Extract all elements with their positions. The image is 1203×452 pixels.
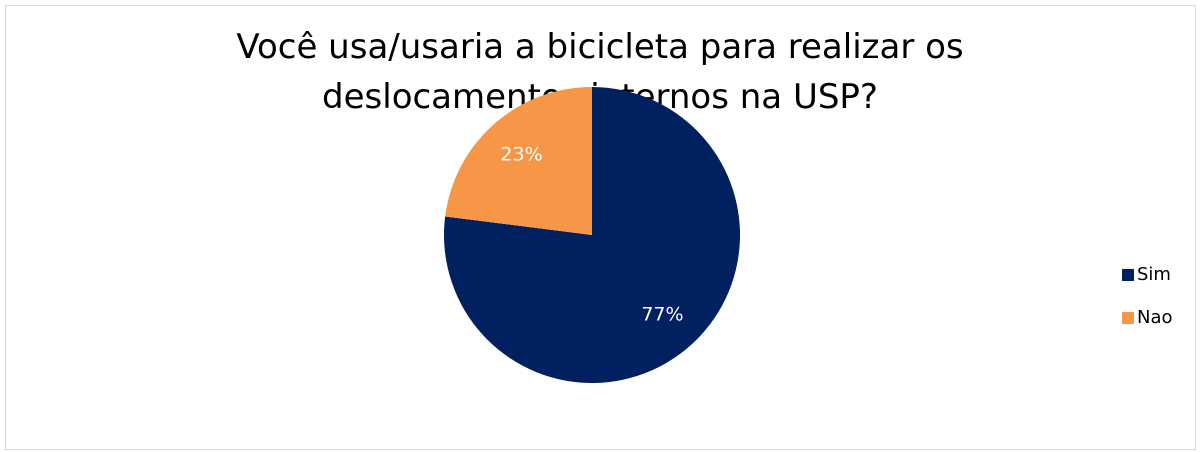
- chart-frame: [5, 5, 1196, 450]
- legend-label: Sim: [1137, 264, 1171, 285]
- pie-slice: [444, 87, 740, 384]
- legend-label: Nao: [1137, 307, 1173, 328]
- legend-swatch: [1122, 312, 1134, 324]
- pie-slice: [445, 87, 592, 235]
- data-label: 77%: [641, 303, 683, 325]
- data-label: 23%: [500, 144, 542, 166]
- legend-swatch: [1122, 269, 1134, 281]
